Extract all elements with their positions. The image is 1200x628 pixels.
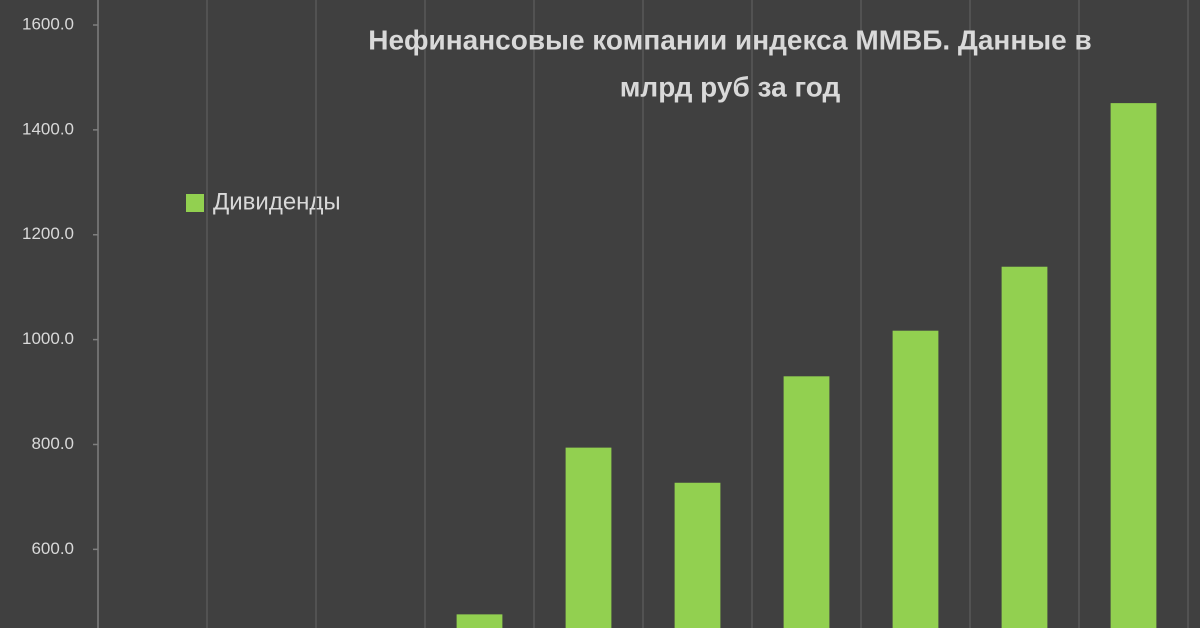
- y-tick-label: 800.0: [31, 434, 74, 453]
- chart-title: млрд руб за год: [620, 71, 841, 102]
- bar: [456, 614, 503, 628]
- y-tick-label: 1400.0: [22, 119, 74, 138]
- y-tick-label: 1200.0: [22, 224, 74, 243]
- y-tick-label: 1600.0: [22, 14, 74, 33]
- bar: [674, 482, 721, 628]
- bar: [783, 376, 830, 628]
- chart-title: Нефинансовые компании индекса ММВБ. Данн…: [368, 24, 1092, 55]
- bar: [1110, 103, 1157, 628]
- bar: [892, 330, 939, 628]
- legend-label: Дивиденды: [213, 188, 341, 215]
- bar: [1001, 266, 1048, 628]
- bar: [565, 447, 612, 628]
- y-tick-label: 600.0: [31, 539, 74, 558]
- legend-swatch: [186, 194, 204, 212]
- y-tick-label: 1000.0: [22, 329, 74, 348]
